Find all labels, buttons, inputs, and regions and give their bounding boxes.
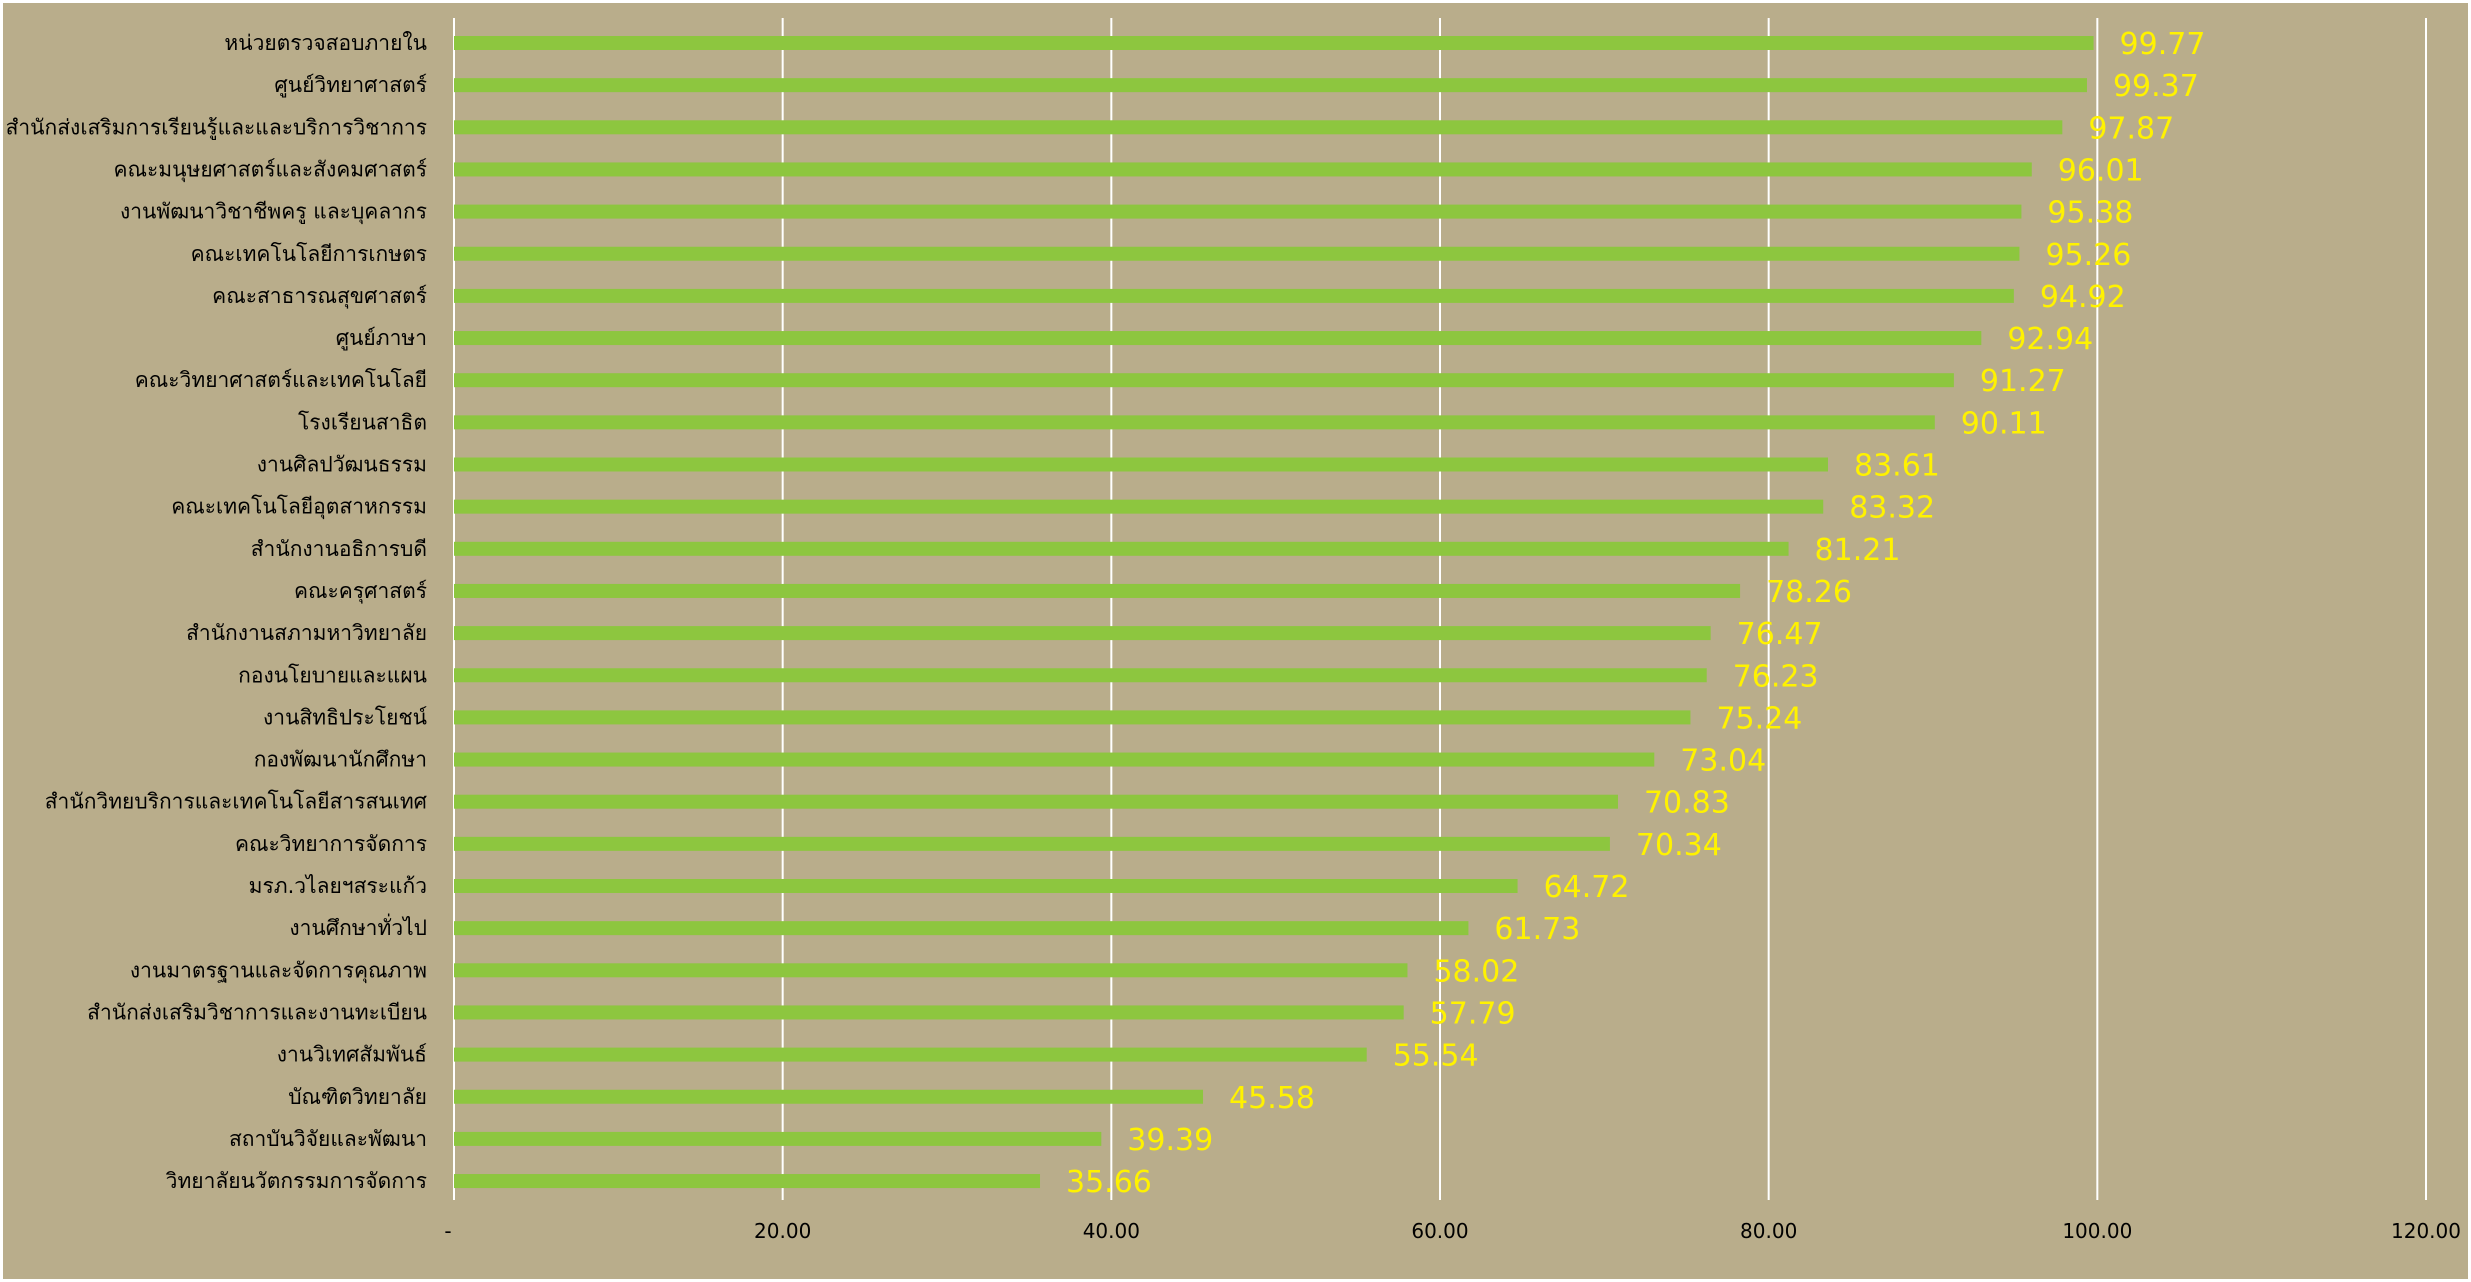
bar xyxy=(454,794,1618,809)
value-label: 78.26 xyxy=(1766,575,1852,610)
value-label: 83.61 xyxy=(1854,449,1940,484)
x-tick-label: - xyxy=(444,1219,451,1243)
category-label: สำนักส่งเสริมการเรียนรู้และและบริการวิชา… xyxy=(6,115,427,140)
value-label: 58.02 xyxy=(1433,954,1519,989)
value-label: 45.58 xyxy=(1229,1081,1315,1116)
x-tick-label: 100.00 xyxy=(2062,1219,2132,1243)
value-label: 39.39 xyxy=(1127,1123,1213,1158)
category-label: ศูนย์วิทยาศาสตร์ xyxy=(274,73,427,98)
x-tick-label: 60.00 xyxy=(1411,1219,1468,1243)
value-label: 91.27 xyxy=(1980,364,2066,399)
category-label: งานศึกษาทั่วไป xyxy=(289,913,427,940)
bar xyxy=(454,331,1982,346)
value-label: 95.26 xyxy=(2045,238,2131,273)
bar xyxy=(454,246,2020,261)
value-label: 55.54 xyxy=(1393,1039,1479,1074)
category-label: คณะวิทยาศาสตร์และเทคโนโลยี xyxy=(135,368,427,392)
bar xyxy=(454,1047,1367,1062)
bar xyxy=(454,457,1828,472)
category-label: มรภ.วไลยฯสระแก้ว xyxy=(249,874,427,898)
value-label: 64.72 xyxy=(1544,870,1630,905)
value-label: 76.47 xyxy=(1737,617,1823,652)
category-label: งานสิทธิประโยชน์ xyxy=(263,705,427,729)
value-label: 99.77 xyxy=(2120,27,2206,62)
category-label: หน่วยตรวจสอบภายใน xyxy=(224,31,427,55)
value-label: 70.83 xyxy=(1644,786,1730,821)
category-label: ศูนย์ภาษา xyxy=(336,326,427,351)
x-tick-label: 120.00 xyxy=(2391,1219,2461,1243)
value-label: 35.66 xyxy=(1066,1165,1152,1200)
bar xyxy=(454,1005,1404,1020)
bar xyxy=(454,1131,1102,1146)
value-label: 94.92 xyxy=(2040,280,2126,315)
x-tick-label: 20.00 xyxy=(754,1219,811,1243)
x-axis-tick-labels: - 20.00 40.00 60.00 80.00 100.00 120.00 xyxy=(444,1219,2461,1243)
category-label: บัณฑิตวิทยาลัย xyxy=(288,1085,427,1109)
category-label: งานศิลปวัฒนธรรม xyxy=(257,453,427,477)
category-label: งานวิเทศสัมพันธ์ xyxy=(277,1043,427,1067)
value-label: 75.24 xyxy=(1716,701,1802,736)
value-label: 61.73 xyxy=(1494,912,1580,947)
category-label: งานพัฒนาวิชาชีพครู และบุคลากร xyxy=(120,200,427,225)
value-label: 70.34 xyxy=(1636,828,1722,863)
bar xyxy=(454,626,1711,641)
bar xyxy=(454,668,1707,683)
value-label: 95.38 xyxy=(2047,196,2133,231)
category-label: สำนักวิทยบริการและเทคโนโลยีสารสนเทศ xyxy=(45,790,428,814)
value-label: 99.37 xyxy=(2113,69,2199,104)
category-labels: หน่วยตรวจสอบภายในศูนย์วิทยาศาสตร์สำนักส่… xyxy=(6,31,428,1193)
bar xyxy=(454,541,1789,556)
category-label: คณะวิทยาการจัดการ xyxy=(235,832,427,856)
value-label: 83.32 xyxy=(1849,491,1935,526)
bar xyxy=(454,373,1954,388)
value-label: 97.87 xyxy=(2088,111,2174,146)
bar xyxy=(454,752,1655,767)
category-label: คณะครุศาสตร์ xyxy=(294,579,427,604)
bar xyxy=(454,879,1518,893)
bar xyxy=(454,1174,1041,1189)
category-label: คณะสาธารณสุขศาสตร์ xyxy=(212,284,427,309)
value-label: 76.23 xyxy=(1733,659,1819,694)
bar xyxy=(454,1089,1204,1104)
bar xyxy=(454,78,2087,93)
bar xyxy=(454,963,1408,978)
category-label: งานมาตรฐานและจัดการคุณภาพ xyxy=(130,958,427,983)
category-label: สำนักงานอธิการบดี xyxy=(251,537,427,561)
category-label: กองพัฒนานักศึกษา xyxy=(254,748,427,772)
bar xyxy=(454,288,2014,303)
category-label: สำนักส่งเสริมวิชาการและงานทะเบียน xyxy=(87,1000,427,1024)
category-label: สถาบันวิจัยและพัฒนา xyxy=(229,1127,427,1151)
category-label: วิทยาลัยนวัตกรรมการจัดการ xyxy=(165,1169,427,1193)
category-label: คณะเทคโนโลยีการเกษตร xyxy=(191,242,427,266)
bars xyxy=(454,36,2094,1189)
category-label: คณะเทคโนโลยีอุตสาหกรรม xyxy=(171,495,427,520)
bar xyxy=(454,836,1610,851)
value-label: 92.94 xyxy=(2007,322,2093,357)
category-label: โรงเรียนสาธิต xyxy=(298,410,427,434)
value-label: 81.21 xyxy=(1815,533,1901,568)
bar xyxy=(454,162,2032,177)
category-label: กองนโยบายและแผน xyxy=(238,663,427,687)
value-labels: 99.77 99.37 97.87 96.01 95.38 95.26 94.92 92.94… xyxy=(1066,27,2205,1200)
x-tick-label: 80.00 xyxy=(1740,1219,1797,1243)
bar xyxy=(454,204,2022,219)
bar xyxy=(454,120,2063,135)
x-tick-label: 40.00 xyxy=(1083,1219,1140,1243)
value-label: 90.11 xyxy=(1961,406,2047,441)
category-label: สำนักงานสภามหาวิทยาลัย xyxy=(186,621,427,645)
bar xyxy=(454,710,1691,725)
value-label: 73.04 xyxy=(1680,744,1766,779)
bar xyxy=(454,499,1824,514)
bar xyxy=(454,583,1741,598)
bar xyxy=(454,36,2094,50)
category-label: คณะมนุษยศาสตร์และสังคมศาสตร์ xyxy=(113,157,427,182)
bar xyxy=(454,415,1935,430)
value-label: 96.01 xyxy=(2058,153,2144,188)
bar xyxy=(454,921,1469,936)
value-label: 57.79 xyxy=(1430,996,1516,1031)
